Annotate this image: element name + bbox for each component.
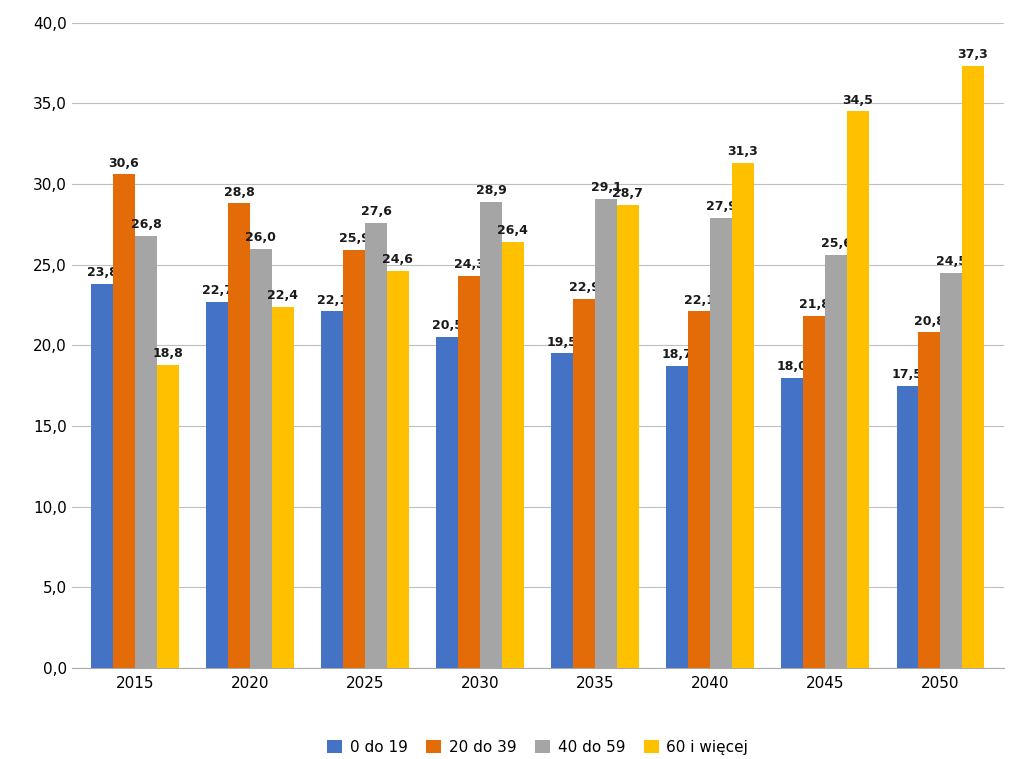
Bar	[480, 202, 502, 668]
Text: 23,8: 23,8	[87, 266, 118, 279]
Text: 22,1: 22,1	[684, 294, 715, 307]
Text: 18,0: 18,0	[777, 360, 808, 373]
Bar	[573, 298, 595, 668]
Bar	[804, 317, 825, 668]
Text: 20,8: 20,8	[913, 314, 945, 328]
Text: 26,8: 26,8	[130, 218, 161, 231]
Bar	[91, 284, 113, 668]
Text: 26,4: 26,4	[498, 224, 528, 238]
Text: 18,7: 18,7	[662, 348, 693, 361]
Text: 24,6: 24,6	[382, 254, 414, 266]
Bar	[781, 378, 804, 668]
Bar	[365, 222, 387, 668]
Bar	[711, 218, 732, 668]
Text: 25,6: 25,6	[820, 237, 852, 250]
Text: 28,9: 28,9	[475, 184, 507, 197]
Bar	[113, 175, 135, 668]
Bar	[919, 332, 940, 668]
Text: 22,1: 22,1	[316, 294, 348, 307]
Bar	[387, 271, 409, 668]
Bar	[825, 255, 847, 668]
Bar	[502, 242, 524, 668]
Text: 31,3: 31,3	[728, 145, 759, 158]
Bar	[847, 112, 869, 668]
Text: 30,6: 30,6	[109, 156, 139, 169]
Text: 25,9: 25,9	[339, 232, 370, 245]
Text: 22,9: 22,9	[568, 281, 600, 294]
Bar	[897, 386, 919, 668]
Text: 34,5: 34,5	[843, 93, 873, 106]
Bar	[732, 163, 754, 668]
Bar	[135, 235, 157, 668]
Bar	[271, 307, 294, 668]
Bar	[617, 205, 639, 668]
Bar	[458, 276, 480, 668]
Bar	[551, 354, 573, 668]
Text: 20,5: 20,5	[432, 320, 463, 332]
Bar	[436, 337, 458, 668]
Bar	[595, 199, 617, 668]
Bar	[688, 311, 711, 668]
Text: 24,3: 24,3	[454, 258, 484, 271]
Text: 22,7: 22,7	[202, 284, 232, 297]
Text: 28,7: 28,7	[612, 187, 643, 200]
Text: 21,8: 21,8	[799, 298, 829, 311]
Text: 27,6: 27,6	[360, 205, 391, 218]
Bar	[963, 66, 984, 668]
Text: 24,5: 24,5	[936, 255, 967, 268]
Bar	[940, 272, 963, 668]
Text: 18,8: 18,8	[153, 347, 183, 360]
Legend: 0 do 19, 20 do 39, 40 do 59, 60 i więcej: 0 do 19, 20 do 39, 40 do 59, 60 i więcej	[321, 734, 755, 759]
Bar	[343, 250, 365, 668]
Text: 29,1: 29,1	[591, 181, 622, 194]
Text: 22,4: 22,4	[267, 288, 298, 302]
Bar	[228, 203, 250, 668]
Text: 37,3: 37,3	[957, 49, 988, 61]
Text: 26,0: 26,0	[246, 231, 276, 244]
Bar	[667, 367, 688, 668]
Text: 28,8: 28,8	[223, 185, 254, 199]
Bar	[157, 364, 178, 668]
Bar	[322, 311, 343, 668]
Text: 17,5: 17,5	[892, 368, 923, 381]
Bar	[206, 302, 228, 668]
Text: 19,5: 19,5	[547, 335, 578, 348]
Bar	[250, 249, 271, 668]
Text: 27,9: 27,9	[706, 200, 736, 213]
